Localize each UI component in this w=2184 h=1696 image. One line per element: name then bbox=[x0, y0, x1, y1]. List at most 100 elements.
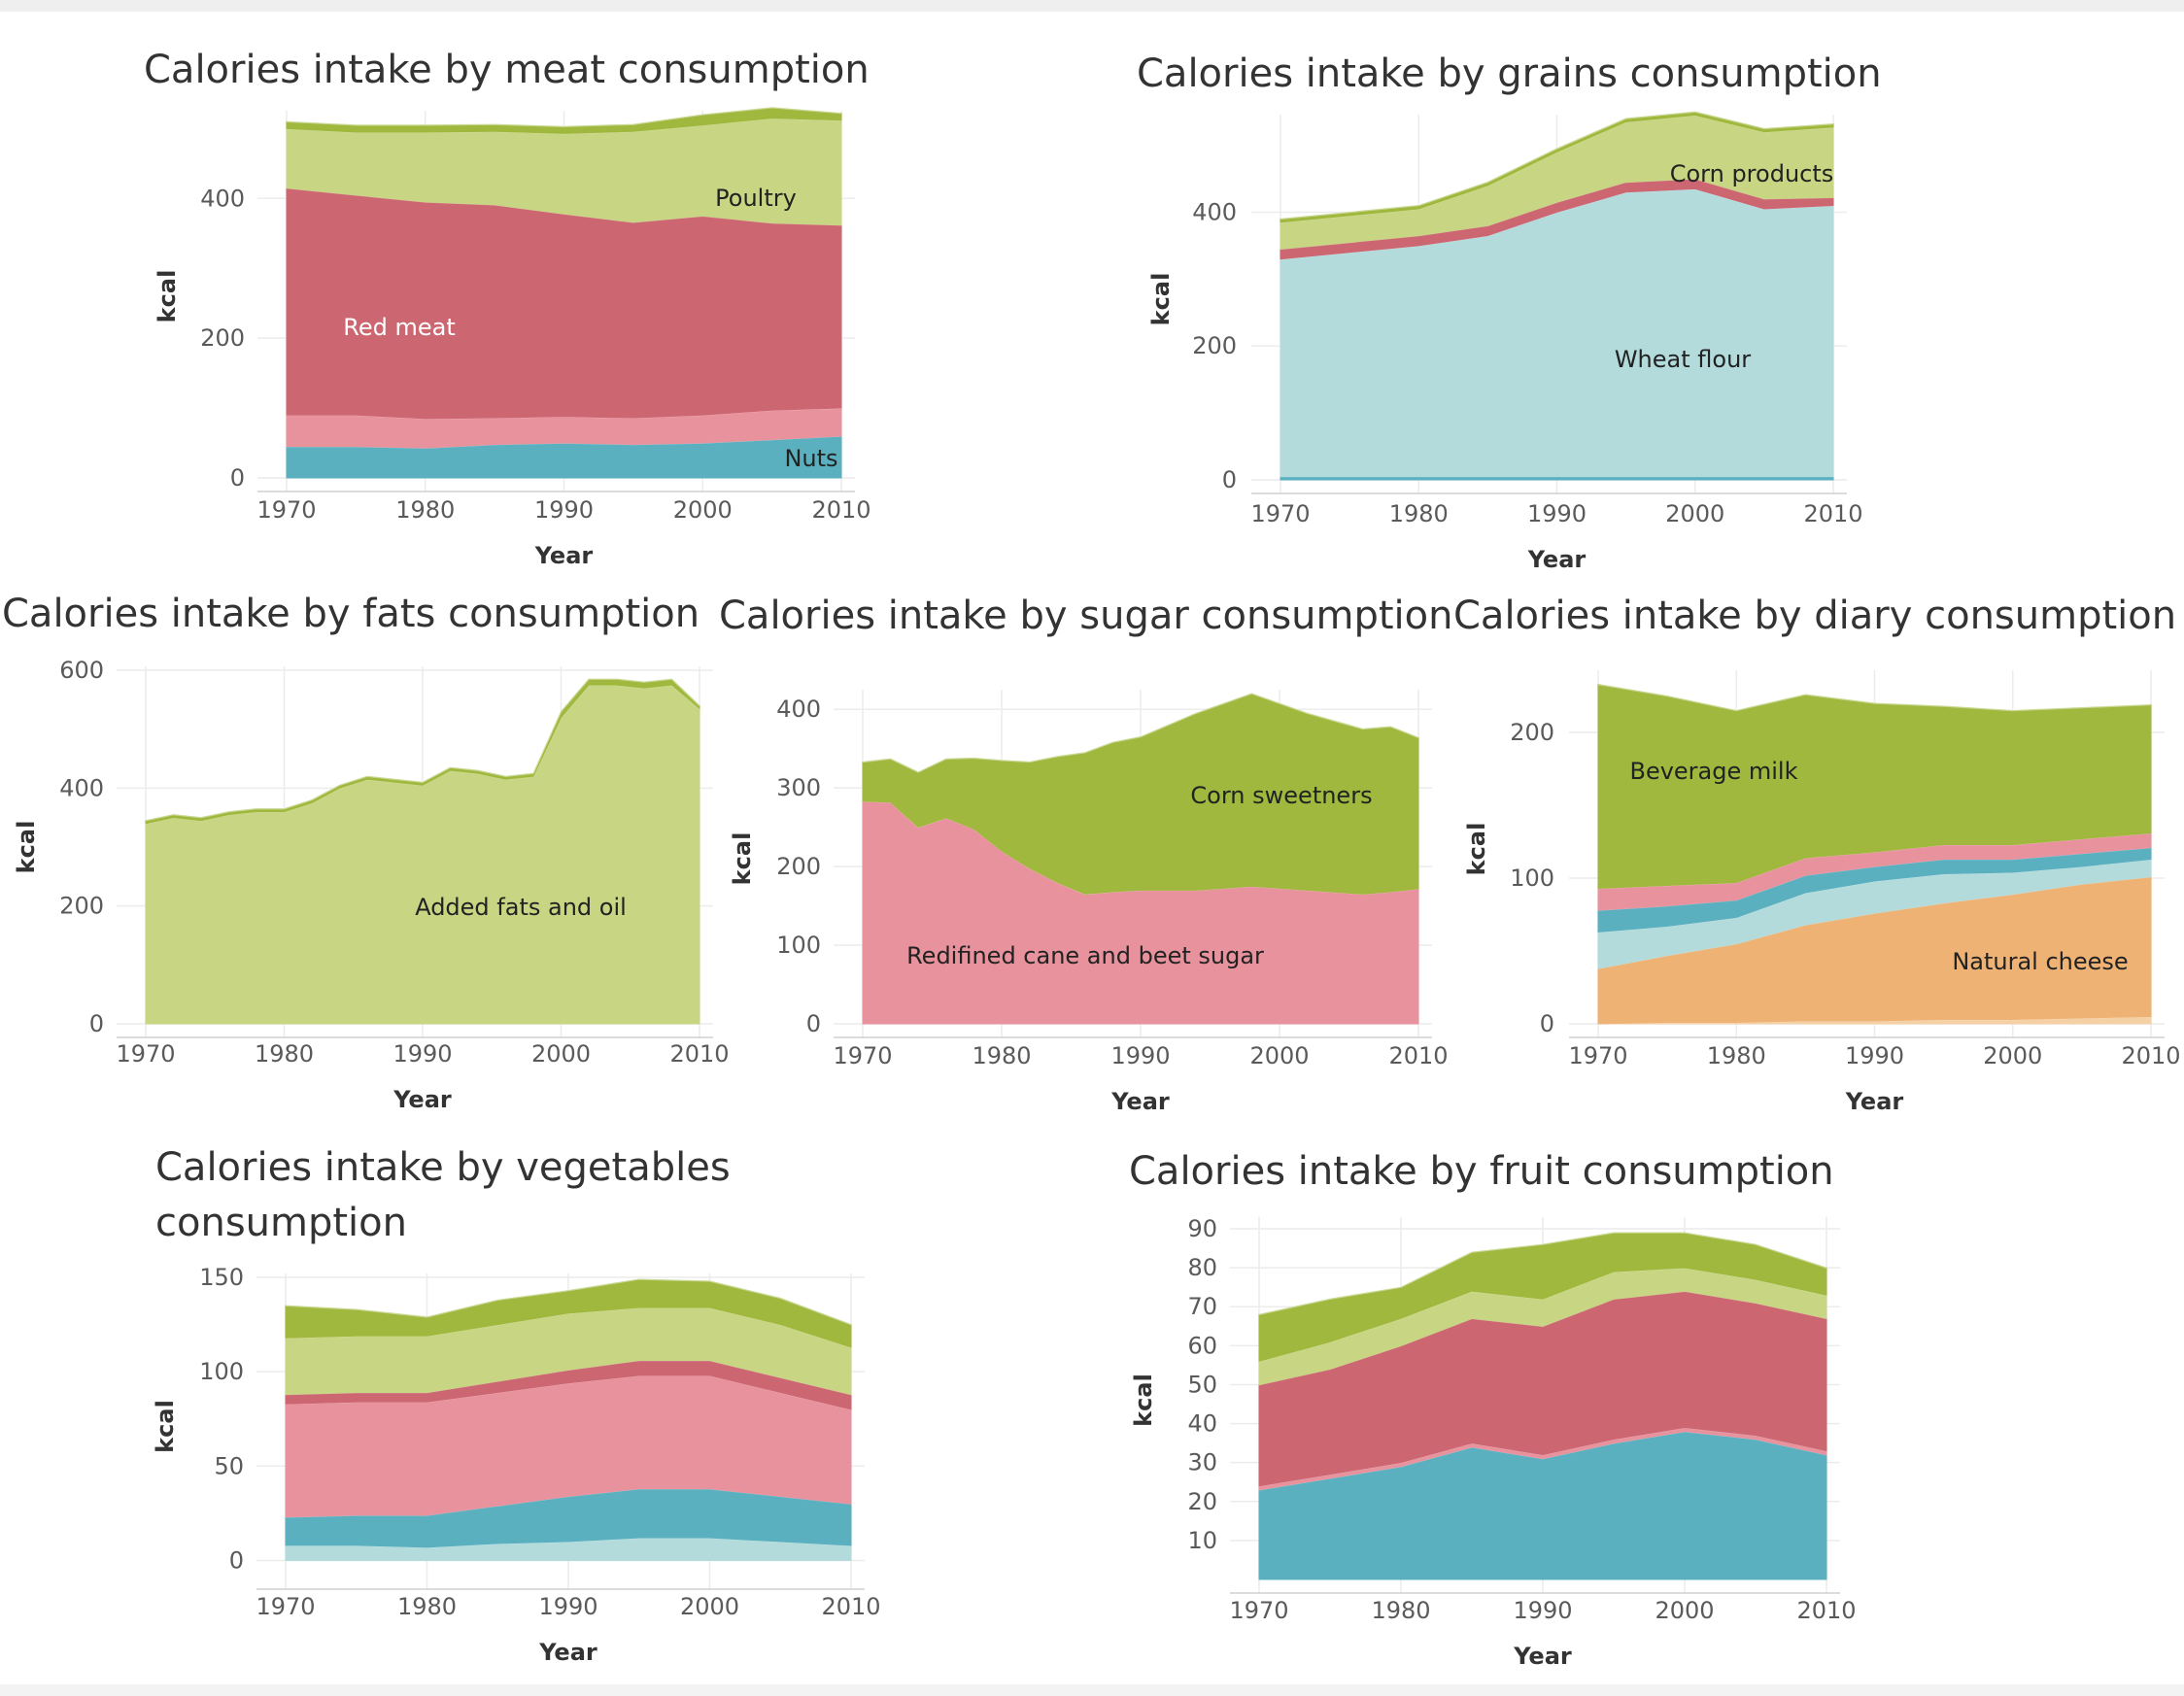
fats-chart: 1970 1980 1990 2000 2010 0 200 400 600 Year kcal Ad… bbox=[13, 657, 730, 1113]
fruit-y-tick-80: 80 bbox=[1187, 1254, 1217, 1281]
sugar-x-tick-1980: 1980 bbox=[972, 1042, 1031, 1069]
fruit-x-tick-1970: 1970 bbox=[1229, 1597, 1288, 1624]
fruit-y-tick-10: 10 bbox=[1187, 1527, 1217, 1554]
grains-y-tick-200: 200 bbox=[1192, 332, 1237, 359]
grains-chart-title: Calories intake by grains consumption bbox=[1137, 51, 1882, 96]
meat-area-series-5 bbox=[286, 107, 842, 134]
diary-x-tick-2000: 2000 bbox=[1983, 1042, 2042, 1069]
fruit-chart-title: Calories intake by fruit consumption bbox=[1129, 1149, 1834, 1194]
meat-x-tick-1990: 1990 bbox=[534, 496, 594, 524]
grains-x-axis-title: Year bbox=[1527, 546, 1587, 573]
grains-x-tick-2010: 2010 bbox=[1803, 500, 1862, 527]
meat-chart: 1970 1980 1990 2000 2010 0 200 400 Year kcal Poult… bbox=[154, 107, 871, 569]
meat-y-tick-400: 400 bbox=[200, 185, 245, 212]
fruit-y-tick-90: 90 bbox=[1187, 1215, 1217, 1242]
meat-label-poultry: Poultry bbox=[715, 185, 797, 212]
grains-y-tick-0: 0 bbox=[1222, 466, 1237, 493]
diary-chart: 1970 1980 1990 2000 2010 0 100 200 Year kcal Bever… bbox=[1463, 670, 2181, 1115]
grains-area-series-5 bbox=[1280, 111, 1834, 223]
sugar-area-edge-2 bbox=[862, 693, 1419, 773]
diary-label-natural-cheese: Natural cheese bbox=[1952, 948, 2128, 975]
sugar-y-axis-title: kcal bbox=[729, 832, 756, 886]
meat-label-red-meat: Red meat bbox=[343, 314, 456, 341]
vegetables-x-tick-1980: 1980 bbox=[397, 1593, 457, 1620]
fruit-y-tick-40: 40 bbox=[1187, 1410, 1217, 1438]
meat-y-tick-200: 200 bbox=[200, 324, 245, 352]
vegetables-x-tick-1970: 1970 bbox=[256, 1593, 315, 1620]
fruit-x-tick-1990: 1990 bbox=[1513, 1597, 1572, 1624]
fats-x-tick-2010: 2010 bbox=[669, 1040, 729, 1068]
fruit-area-series-5 bbox=[1258, 1232, 1827, 1363]
sugar-x-tick-1990: 1990 bbox=[1110, 1042, 1170, 1069]
grains-x-tick-1980: 1980 bbox=[1389, 500, 1449, 527]
diary-x-tick-1970: 1970 bbox=[1568, 1042, 1627, 1069]
vegetables-chart-title: Calories intake by vegetables consumptio… bbox=[155, 1145, 731, 1245]
grains-label-corn-products: Corn products bbox=[1670, 160, 1834, 187]
sugar-y-tick-100: 100 bbox=[776, 932, 821, 959]
grains-label-wheat-flour: Wheat flour bbox=[1615, 346, 1751, 373]
diary-y-tick-100: 100 bbox=[1510, 865, 1554, 892]
grains-area-edge-5 bbox=[1280, 111, 1834, 220]
sugar-y-tick-0: 0 bbox=[806, 1010, 821, 1037]
diary-x-tick-2010: 2010 bbox=[2121, 1042, 2180, 1069]
fats-y-axis-title: kcal bbox=[13, 821, 40, 874]
fruit-x-tick-2010: 2010 bbox=[1796, 1597, 1856, 1624]
sugar-label-corn-sweetners: Corn sweetners bbox=[1190, 782, 1372, 809]
fats-chart-title: Calories intake by fats consumption bbox=[2, 592, 700, 636]
fruit-y-axis-title: kcal bbox=[1130, 1374, 1157, 1427]
grains-y-axis-title: kcal bbox=[1147, 273, 1175, 326]
sugar-area-corn-sweetners bbox=[862, 693, 1419, 895]
sugar-label-redifined-cane-and-beet-sugar: Redifined cane and beet sugar bbox=[906, 942, 1264, 969]
fats-label-added-fats-and-oil: Added fats and oil bbox=[415, 894, 627, 921]
fruit-y-tick-30: 30 bbox=[1187, 1449, 1217, 1476]
fruit-y-tick-20: 20 bbox=[1187, 1488, 1217, 1515]
fats-x-tick-2000: 2000 bbox=[531, 1040, 591, 1068]
sugar-x-tick-2010: 2010 bbox=[1388, 1042, 1448, 1069]
fats-x-tick-1980: 1980 bbox=[255, 1040, 314, 1068]
vegetables-chart: 1970 1980 1990 2000 2010 0 50 100 150 Year kcal bbox=[152, 1264, 881, 1666]
sugar-chart-title: Calories intake by sugar consumption bbox=[719, 594, 1453, 638]
diary-y-tick-200: 200 bbox=[1510, 719, 1554, 746]
bottom-band bbox=[0, 1684, 2184, 1696]
fruit-y-tick-50: 50 bbox=[1187, 1371, 1217, 1398]
sugar-y-tick-300: 300 bbox=[776, 774, 821, 801]
fats-y-tick-200: 200 bbox=[59, 893, 104, 920]
vegetables-area-edge-6 bbox=[285, 1278, 852, 1326]
diary-x-axis-title: Year bbox=[1845, 1088, 1904, 1115]
fruit-chart: 1970 1980 1990 2000 2010102030405060708090Ye… bbox=[1130, 1215, 1857, 1670]
diary-y-tick-0: 0 bbox=[1540, 1010, 1554, 1037]
meat-chart-title: Calories intake by meat consumption bbox=[144, 48, 870, 92]
meat-label-nuts: Nuts bbox=[784, 445, 837, 472]
fruit-y-tick-60: 60 bbox=[1187, 1332, 1217, 1359]
vegetables-y-tick-50: 50 bbox=[214, 1452, 244, 1479]
vegetables-x-tick-2010: 2010 bbox=[821, 1593, 880, 1620]
meat-y-tick-0: 0 bbox=[230, 464, 245, 492]
grains-y-tick-400: 400 bbox=[1192, 198, 1237, 225]
meat-x-tick-2010: 2010 bbox=[811, 496, 870, 524]
vegetables-y-tick-150: 150 bbox=[199, 1264, 244, 1291]
sugar-chart: 1970 1980 1990 2000 2010 0 100 200 300 400 Year kca… bbox=[729, 690, 1449, 1115]
diary-y-axis-title: kcal bbox=[1463, 823, 1490, 876]
sugar-y-tick-200: 200 bbox=[776, 853, 821, 880]
sugar-x-axis-title: Year bbox=[1110, 1088, 1170, 1115]
grains-x-tick-2000: 2000 bbox=[1665, 500, 1724, 527]
meat-area-red-meat bbox=[286, 187, 842, 420]
meat-y-axis-title: kcal bbox=[154, 270, 181, 323]
vegetables-y-tick-0: 0 bbox=[229, 1546, 244, 1574]
fruit-x-tick-2000: 2000 bbox=[1655, 1597, 1714, 1624]
diary-x-tick-1990: 1990 bbox=[1845, 1042, 1904, 1069]
sugar-x-tick-1970: 1970 bbox=[833, 1042, 892, 1069]
fats-x-tick-1990: 1990 bbox=[392, 1040, 452, 1068]
diary-label-beverage-milk: Beverage milk bbox=[1629, 758, 1797, 785]
fruit-x-axis-title: Year bbox=[1513, 1643, 1572, 1670]
fats-x-tick-1970: 1970 bbox=[116, 1040, 175, 1068]
sugar-x-tick-2000: 2000 bbox=[1249, 1042, 1309, 1069]
fats-y-tick-400: 400 bbox=[59, 774, 104, 801]
vegetables-y-tick-100: 100 bbox=[199, 1358, 244, 1385]
vegetables-x-tick-2000: 2000 bbox=[680, 1593, 739, 1620]
fats-y-tick-600: 600 bbox=[59, 657, 104, 684]
vegetables-x-axis-title: Year bbox=[538, 1639, 597, 1666]
fats-x-axis-title: Year bbox=[392, 1086, 452, 1113]
fruit-x-tick-1980: 1980 bbox=[1371, 1597, 1430, 1624]
